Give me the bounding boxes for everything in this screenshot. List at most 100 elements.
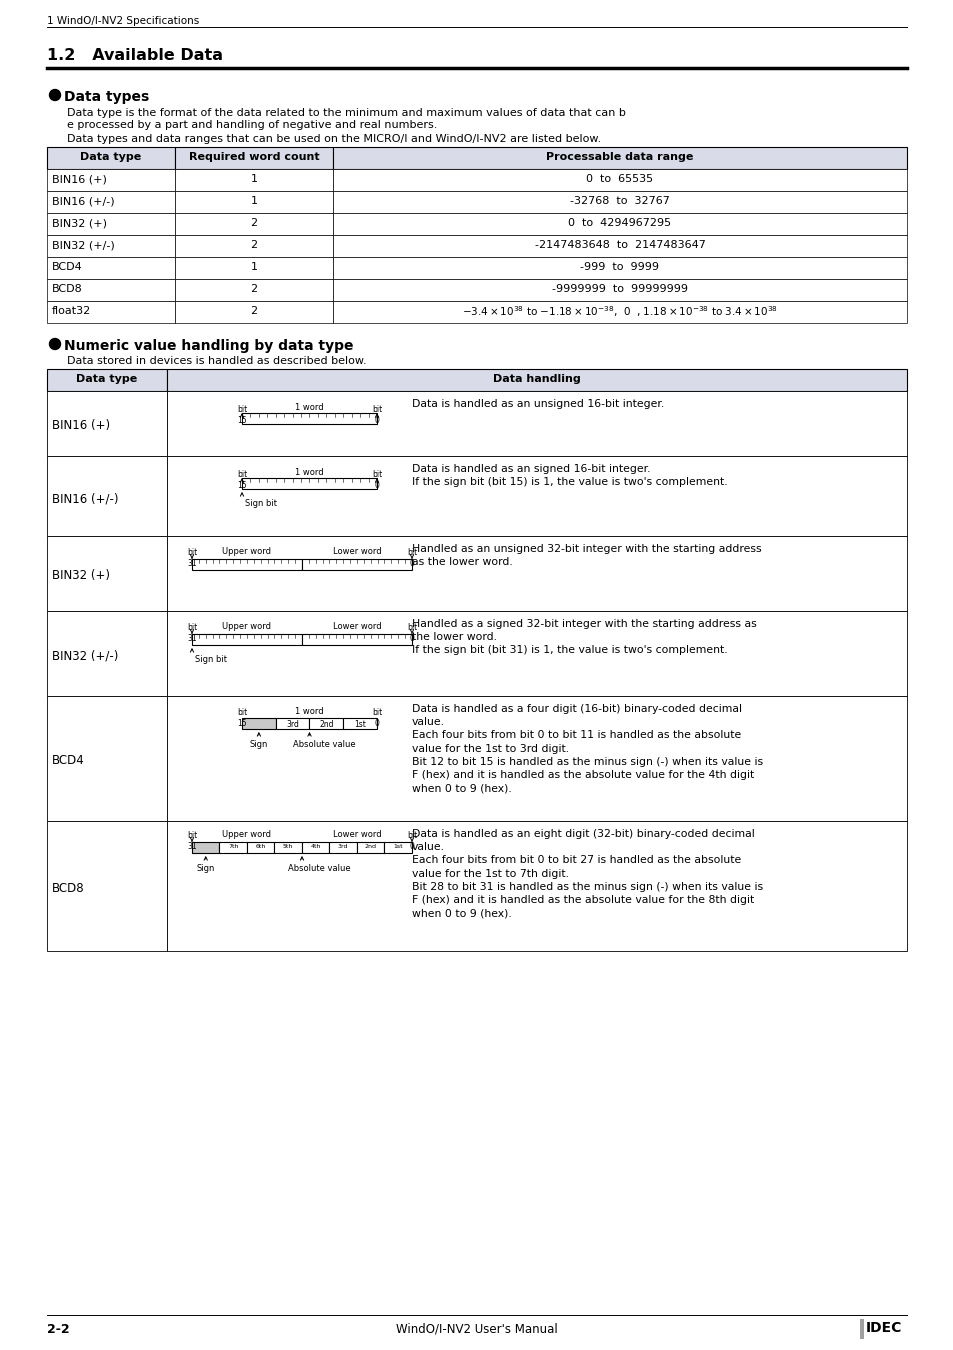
- Text: Sign: Sign: [250, 740, 268, 749]
- Text: BIN16 (+): BIN16 (+): [52, 174, 107, 184]
- Text: Data type: Data type: [76, 374, 137, 383]
- Text: BCD4: BCD4: [52, 262, 83, 271]
- Text: Data stored in devices is handled as described below.: Data stored in devices is handled as des…: [67, 356, 366, 366]
- Bar: [174, 256, 333, 279]
- Bar: [47, 612, 167, 697]
- Text: -9999999  to  99999999: -9999999 to 99999999: [552, 284, 687, 294]
- Bar: [333, 169, 906, 190]
- Bar: [219, 842, 247, 853]
- Bar: [47, 392, 167, 456]
- Text: 3rd: 3rd: [337, 844, 348, 849]
- Bar: [47, 536, 167, 612]
- Text: Upper word: Upper word: [222, 830, 272, 838]
- Text: $-3.4\times10^{38}$ to $-1.18\times10^{-38}$,  0  , $1.18\times10^{-38}$ to $3.4: $-3.4\times10^{38}$ to $-1.18\times10^{-…: [461, 305, 778, 320]
- Bar: [167, 697, 906, 821]
- Text: Upper word: Upper word: [222, 622, 272, 630]
- Circle shape: [50, 339, 60, 350]
- Text: 3rd: 3rd: [286, 720, 298, 729]
- Bar: [174, 147, 333, 169]
- Bar: [192, 559, 302, 570]
- Text: bit
31: bit 31: [187, 548, 197, 568]
- Bar: [174, 169, 333, 190]
- Text: Sign: Sign: [196, 864, 214, 873]
- Text: 1st: 1st: [354, 720, 366, 729]
- Text: float32: float32: [52, 306, 91, 316]
- Text: Data types and data ranges that can be used on the MICRO/I and WindO/I-NV2 are l: Data types and data ranges that can be u…: [67, 134, 600, 144]
- Text: Handled as a signed 32-bit integer with the starting address as
the lower word.
: Handled as a signed 32-bit integer with …: [412, 620, 756, 655]
- Text: BIN32 (+): BIN32 (+): [52, 217, 107, 228]
- Text: 1: 1: [251, 196, 257, 207]
- Bar: [302, 559, 412, 570]
- Text: 2: 2: [251, 306, 257, 316]
- Bar: [333, 279, 906, 301]
- Text: 1st: 1st: [393, 844, 402, 849]
- Text: bit
0: bit 0: [372, 470, 382, 490]
- Bar: [192, 634, 302, 645]
- Text: 1 WindO/I-NV2 Specifications: 1 WindO/I-NV2 Specifications: [47, 16, 199, 26]
- Bar: [47, 279, 174, 301]
- Text: 1 word: 1 word: [294, 468, 323, 477]
- Bar: [384, 842, 412, 853]
- Bar: [302, 634, 412, 645]
- Text: WindO/I-NV2 User's Manual: WindO/I-NV2 User's Manual: [395, 1323, 558, 1336]
- Text: Data type is the format of the data related to the minimum and maximum values of: Data type is the format of the data rela…: [67, 108, 625, 117]
- Bar: [302, 842, 329, 853]
- Text: Required word count: Required word count: [189, 153, 319, 162]
- Text: BIN16 (+/-): BIN16 (+/-): [52, 491, 118, 505]
- Text: Lower word: Lower word: [333, 830, 381, 838]
- Text: Lower word: Lower word: [333, 547, 381, 556]
- Text: 4th: 4th: [310, 844, 320, 849]
- Bar: [47, 213, 174, 235]
- Text: 1: 1: [251, 262, 257, 271]
- Text: 1: 1: [251, 174, 257, 184]
- Bar: [47, 169, 174, 190]
- Text: 5th: 5th: [283, 844, 294, 849]
- Text: 0  to  65535: 0 to 65535: [586, 174, 653, 184]
- Text: 1.2   Available Data: 1.2 Available Data: [47, 49, 223, 63]
- Text: 2: 2: [251, 284, 257, 294]
- Text: bit
15: bit 15: [236, 470, 247, 490]
- Text: Numeric value handling by data type: Numeric value handling by data type: [64, 339, 354, 352]
- Bar: [174, 279, 333, 301]
- Text: 6th: 6th: [255, 844, 266, 849]
- Text: BCD8: BCD8: [52, 882, 85, 895]
- Text: Upper word: Upper word: [222, 547, 272, 556]
- Text: 2: 2: [251, 217, 257, 228]
- Text: 2nd: 2nd: [364, 844, 376, 849]
- Text: 1 word: 1 word: [294, 707, 323, 716]
- Bar: [47, 456, 167, 536]
- Bar: [242, 478, 376, 489]
- Bar: [47, 821, 167, 950]
- Text: 2nd: 2nd: [319, 720, 334, 729]
- Text: -999  to  9999: -999 to 9999: [579, 262, 659, 271]
- Text: 2-2: 2-2: [47, 1323, 70, 1336]
- Text: 1 word: 1 word: [294, 404, 323, 412]
- Text: Lower word: Lower word: [333, 622, 381, 630]
- Text: BCD8: BCD8: [52, 284, 83, 294]
- Bar: [167, 392, 906, 456]
- Bar: [174, 235, 333, 256]
- Text: -2147483648  to  2147483647: -2147483648 to 2147483647: [534, 240, 704, 250]
- Text: Data is handled as an unsigned 16-bit integer.: Data is handled as an unsigned 16-bit in…: [412, 400, 663, 409]
- Bar: [333, 235, 906, 256]
- Bar: [47, 190, 174, 213]
- Text: Data type: Data type: [80, 153, 141, 162]
- Bar: [274, 842, 302, 853]
- Bar: [333, 213, 906, 235]
- Text: bit
15: bit 15: [236, 405, 247, 425]
- Text: 2: 2: [251, 240, 257, 250]
- Bar: [242, 413, 376, 424]
- Text: 7th: 7th: [228, 844, 238, 849]
- Text: Sign bit: Sign bit: [194, 655, 227, 664]
- Bar: [167, 369, 906, 391]
- Circle shape: [50, 89, 60, 100]
- Text: Processable data range: Processable data range: [546, 153, 693, 162]
- Text: bit
31: bit 31: [187, 622, 197, 643]
- Bar: [47, 301, 174, 323]
- Text: Absolute value: Absolute value: [293, 740, 355, 749]
- Bar: [247, 842, 274, 853]
- Text: BIN32 (+/-): BIN32 (+/-): [52, 240, 114, 250]
- Text: bit
0: bit 0: [406, 622, 416, 643]
- Bar: [174, 301, 333, 323]
- Bar: [333, 301, 906, 323]
